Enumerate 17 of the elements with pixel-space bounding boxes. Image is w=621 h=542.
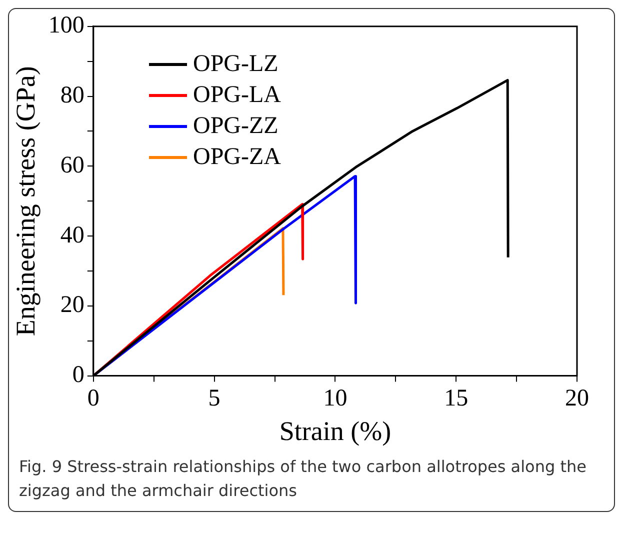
x-tick-label: 5 [208,385,220,412]
y-axis-title: Engineering stress (GPa) [10,66,40,336]
y-tick-label: 20 [60,292,84,318]
legend-label: OPG-LA [193,81,281,110]
legend-label: OPG-ZA [193,143,281,172]
y-tick-label: 100 [48,12,84,39]
x-axis-title: Strain (%) [279,416,392,446]
legend-label: OPG-ZZ [193,112,278,141]
legend-label: OPG-LZ [193,50,278,79]
x-tick-label: 20 [565,385,589,412]
x-tick-label: 15 [444,385,468,412]
y-tick-label: 60 [60,152,84,178]
y-tick-label: 0 [72,362,84,388]
x-tick-label: 10 [323,385,348,412]
y-tick-label: 40 [60,222,84,248]
caption: Fig. 9 Stress-strain relationships of the two carbon allotropes along the zigzag and the armchair directions [18,456,588,502]
y-tick-label: 80 [60,82,84,109]
